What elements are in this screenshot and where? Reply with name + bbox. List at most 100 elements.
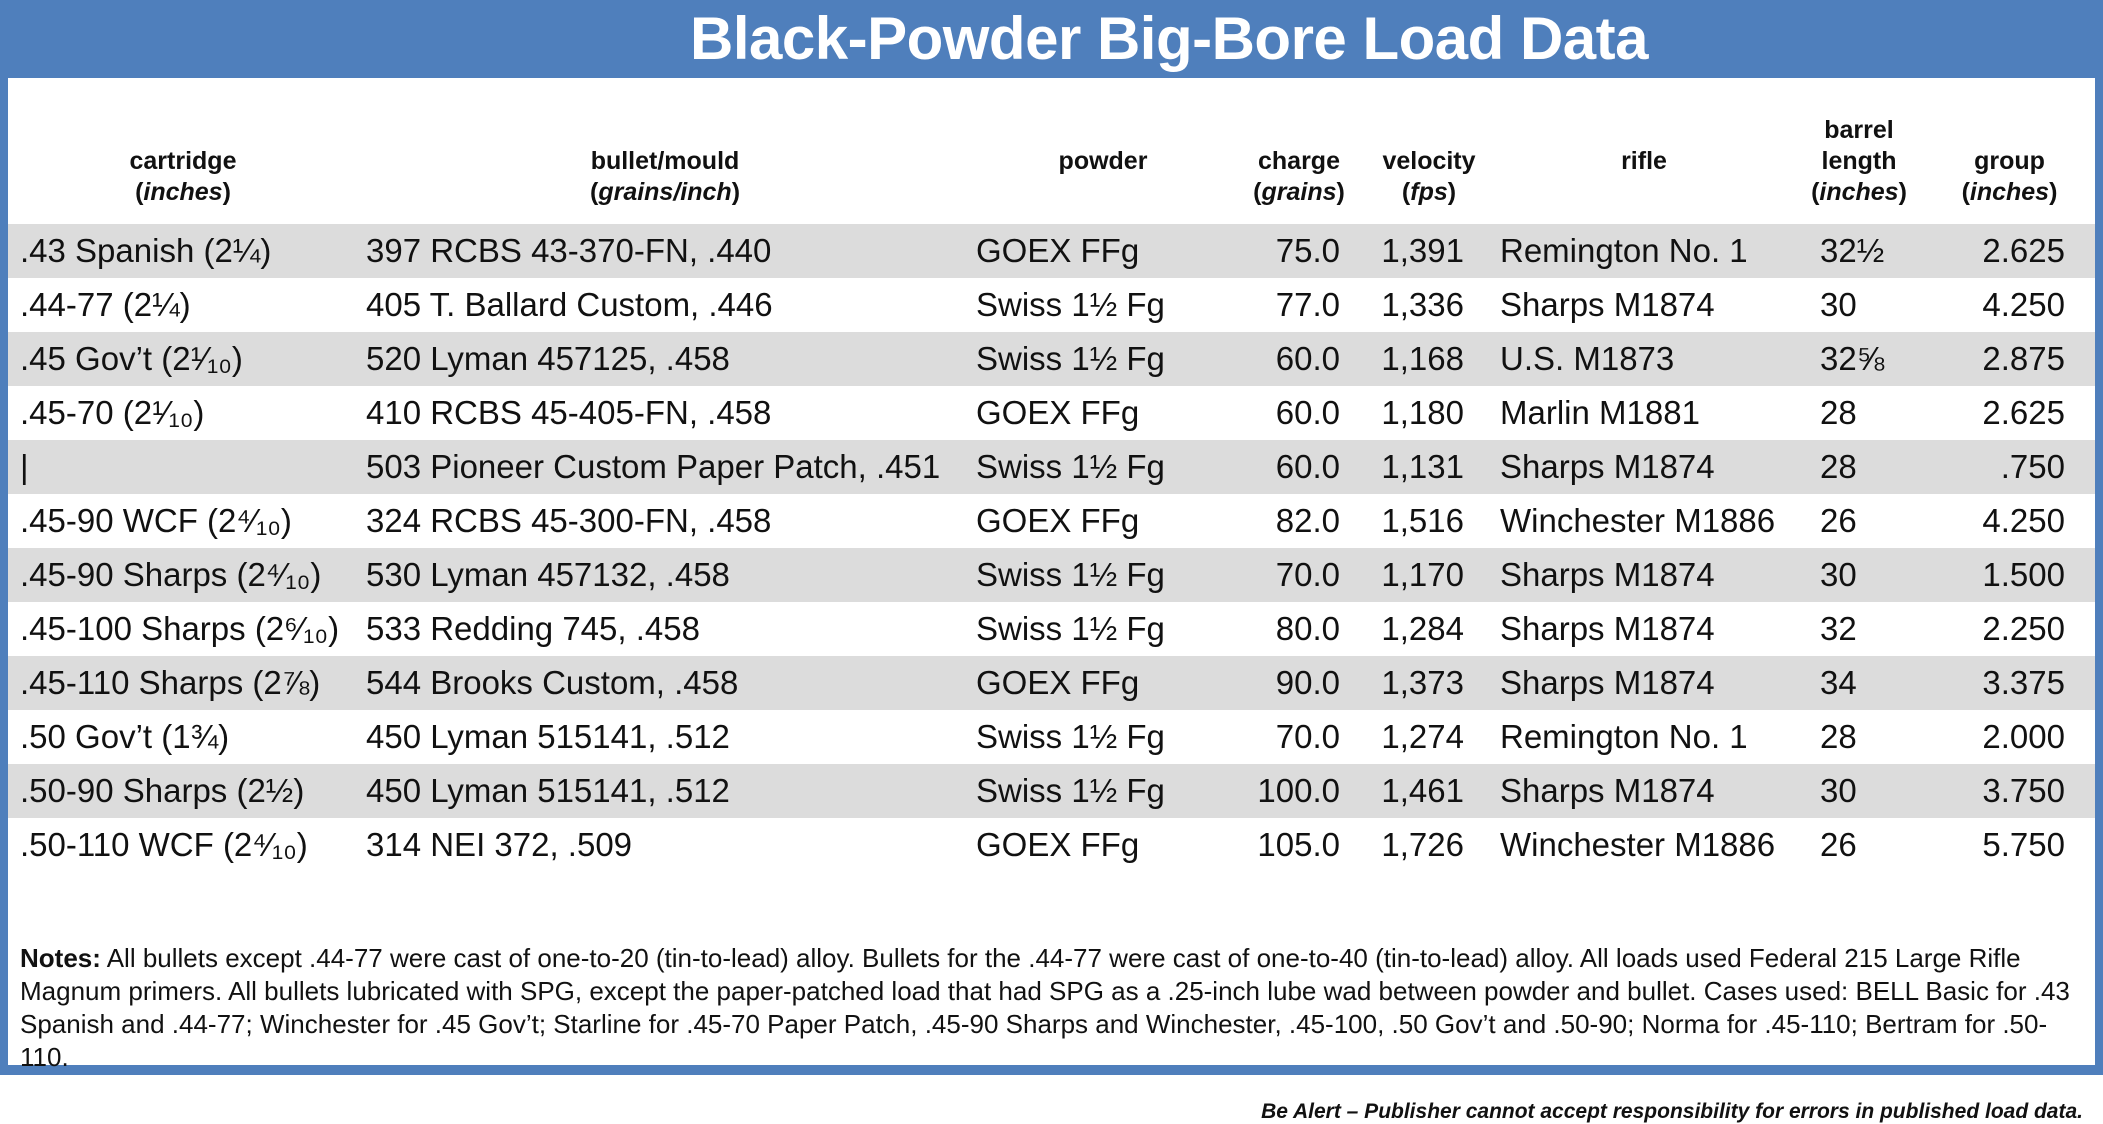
cell-charge: 60.0	[1234, 440, 1364, 494]
load-data-table: cartridge (inches) bullet/mould (grains/in…	[8, 78, 2095, 872]
cell-bullet: 450 Lyman 515141, .512	[366, 718, 730, 755]
cell-rifle: Sharps M1874	[1494, 764, 1794, 818]
cell-bullet: 397 RCBS 43-370-FN, .440	[358, 224, 972, 278]
cell-rifle: Winchester M1886	[1500, 826, 1776, 863]
cell-cartridge: .45-110 Sharps (2⅞)	[8, 656, 358, 710]
cell-rifle: Sharps M1874	[1500, 286, 1715, 323]
cell-cartridge: .50 Gov’t (1¾)	[20, 718, 230, 755]
cell-barrel-length: 32½	[1794, 224, 1924, 278]
cell-velocity: 1,373	[1364, 656, 1494, 710]
cell-rifle: Winchester M1886	[1500, 502, 1776, 539]
cell-powder: Swiss 1½ Fg	[976, 610, 1165, 647]
cell-velocity: 1,726	[1381, 826, 1464, 863]
table-row: .45-90 Sharps (2⁴⁄₁₀) 530 Lyman 457132, .…	[8, 548, 2095, 602]
table-row: .50-110 WCF (2⁴⁄₁₀) 314 NEI 372, .509 GOEX…	[8, 818, 2095, 872]
cell-group: 5.750	[1982, 826, 2065, 863]
cell-rifle: Sharps M1874	[1494, 548, 1794, 602]
cell-barrel-length: 26	[1820, 826, 1857, 863]
cell-group: 3.750	[1924, 764, 2095, 818]
cell-velocity: 1,336	[1381, 286, 1464, 323]
header-velocity: velocity (fps)	[1382, 147, 1476, 206]
cell-barrel-length: 34	[1794, 656, 1924, 710]
cell-group: 2.625	[1924, 224, 2095, 278]
cell-cartridge: .50-90 Sharps (2½)	[8, 764, 358, 818]
cell-powder: GOEX FFg	[972, 224, 1234, 278]
notes: Notes: All bullets except .44-77 were ca…	[20, 942, 2075, 1074]
cell-cartridge: |	[8, 440, 358, 494]
cell-cartridge: .45-100 Sharps (2⁶⁄₁₀)	[20, 610, 340, 647]
cell-barrel-length: 30	[1820, 286, 1857, 323]
header-rifle: rifle	[1621, 147, 1667, 175]
table-row: .45 Gov’t (2¹⁄₁₀) 520 Lyman 457125, .458 S…	[8, 332, 2095, 386]
cell-charge: 70.0	[1275, 718, 1340, 755]
cell-powder: Swiss 1½ Fg	[972, 548, 1234, 602]
cell-cartridge: .50-110 WCF (2⁴⁄₁₀)	[20, 826, 308, 863]
cell-powder: Swiss 1½ Fg	[972, 440, 1234, 494]
cell-bullet: 520 Lyman 457125, .458	[358, 332, 972, 386]
cell-bullet: 324 RCBS 45-300-FN, .458	[366, 502, 772, 539]
cell-cartridge: .45-90 Sharps (2⁴⁄₁₀)	[8, 548, 358, 602]
cell-powder: Swiss 1½ Fg	[976, 286, 1165, 323]
cell-rifle: Marlin M1881	[1500, 394, 1700, 431]
cell-charge: 60.0	[1275, 394, 1340, 431]
cell-group: 2.250	[1982, 610, 2065, 647]
cell-powder: GOEX FFg	[972, 656, 1234, 710]
cell-charge: 90.0	[1234, 656, 1364, 710]
cell-velocity: 1,170	[1364, 548, 1494, 602]
cell-charge: 60.0	[1234, 332, 1364, 386]
cell-rifle: Remington No. 1	[1494, 224, 1794, 278]
notes-text: All bullets except .44-77 were cast of o…	[20, 943, 2070, 1072]
cell-cartridge: .45 Gov’t (2¹⁄₁₀)	[8, 332, 358, 386]
cell-charge: 100.0	[1234, 764, 1364, 818]
cell-barrel-length: 28	[1820, 394, 1857, 431]
table-row: .45-100 Sharps (2⁶⁄₁₀) 533 Redding 745, .…	[8, 602, 2095, 656]
cell-rifle: Sharps M1874	[1500, 610, 1715, 647]
cell-charge: 80.0	[1275, 610, 1340, 647]
cell-charge: 70.0	[1234, 548, 1364, 602]
cell-rifle: U.S. M1873	[1494, 332, 1794, 386]
table-row: .45-70 (2¹⁄₁₀) 410 RCBS 45-405-FN, .458 GO…	[8, 386, 2095, 440]
cell-barrel-length: 28	[1820, 718, 1857, 755]
cell-velocity: 1,168	[1364, 332, 1494, 386]
cell-velocity: 1,516	[1381, 502, 1464, 539]
cell-powder: Swiss 1½ Fg	[972, 332, 1234, 386]
header-powder: powder	[1058, 147, 1148, 175]
cell-cartridge: .45-70 (2¹⁄₁₀)	[20, 394, 205, 431]
header-row: cartridge (inches) bullet/mould (grains/in…	[8, 78, 2095, 224]
cell-charge: 105.0	[1257, 826, 1340, 863]
cell-powder: GOEX FFg	[976, 826, 1140, 863]
cell-bullet: 533 Redding 745, .458	[366, 610, 700, 647]
cell-bullet: 450 Lyman 515141, .512	[358, 764, 972, 818]
cell-velocity: 1,284	[1381, 610, 1464, 647]
header-bullet: bullet/mould (grains/inch)	[589, 147, 741, 206]
table-row: .50-90 Sharps (2½) 450 Lyman 515141, .512…	[8, 764, 2095, 818]
cell-barrel-length: 32⅝	[1794, 332, 1924, 386]
cell-group: .750	[1924, 440, 2095, 494]
notes-label: Notes:	[20, 943, 101, 973]
cell-bullet: 410 RCBS 45-405-FN, .458	[366, 394, 772, 431]
cell-bullet: 530 Lyman 457132, .458	[358, 548, 972, 602]
disclaimer: Be Alert – Publisher cannot accept respo…	[1261, 1100, 2083, 1123]
header-charge: charge (grains)	[1253, 147, 1345, 206]
cell-group: 3.375	[1924, 656, 2095, 710]
cell-barrel-length: 32	[1820, 610, 1857, 647]
cell-velocity: 1,131	[1364, 440, 1494, 494]
cell-velocity: 1,180	[1381, 394, 1464, 431]
cell-bullet: 544 Brooks Custom, .458	[358, 656, 972, 710]
cell-powder: GOEX FFg	[976, 394, 1140, 431]
cell-group: 2.625	[1982, 394, 2065, 431]
cell-rifle: Sharps M1874	[1494, 656, 1794, 710]
table-row: .45-90 WCF (2⁴⁄₁₀) 324 RCBS 45-300-FN, .4…	[8, 494, 2095, 548]
cell-powder: GOEX FFg	[976, 502, 1140, 539]
table-row: .50 Gov’t (1¾) 450 Lyman 515141, .512 Swis…	[8, 710, 2095, 764]
cell-group: 4.250	[1982, 502, 2065, 539]
cell-charge: 77.0	[1275, 286, 1340, 323]
cell-group: 4.250	[1982, 286, 2065, 323]
table-row: .44-77 (2¼) 405 T. Ballard Custom, .446 Sw…	[8, 278, 2095, 332]
header-barrel: barrel length (inches)	[1811, 116, 1907, 206]
cell-barrel-length: 30	[1794, 764, 1924, 818]
cell-bullet: 503 Pioneer Custom Paper Patch, .451	[358, 440, 972, 494]
cell-powder: Swiss 1½ Fg	[976, 718, 1165, 755]
header-group: group (inches)	[1961, 147, 2058, 206]
